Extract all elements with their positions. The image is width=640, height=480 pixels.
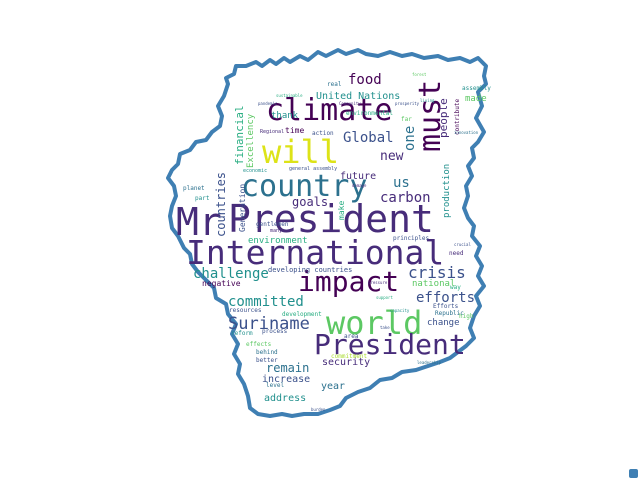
word: better bbox=[256, 357, 278, 364]
word: part bbox=[195, 195, 210, 202]
word: real bbox=[327, 81, 342, 88]
word: change bbox=[427, 318, 460, 328]
word: Republic bbox=[435, 310, 464, 317]
word: efforts bbox=[416, 290, 476, 306]
word: behind bbox=[256, 349, 278, 356]
word: goals bbox=[292, 195, 329, 209]
word: Generation bbox=[238, 183, 247, 232]
word: developing countries bbox=[268, 266, 353, 274]
word: forest bbox=[412, 72, 427, 77]
word: financial bbox=[233, 105, 246, 165]
word: area bbox=[344, 333, 359, 340]
word: world bbox=[326, 304, 423, 342]
word: way bbox=[450, 284, 461, 291]
word: national bbox=[412, 279, 456, 289]
word: committed bbox=[228, 294, 304, 310]
word: process bbox=[262, 328, 288, 335]
word: action bbox=[312, 130, 334, 137]
word: food bbox=[348, 72, 382, 88]
corner-marker bbox=[629, 469, 638, 478]
word: increase bbox=[262, 374, 311, 385]
word: far bbox=[401, 116, 412, 123]
word: President bbox=[314, 328, 466, 361]
word: need bbox=[449, 250, 464, 257]
word: economic bbox=[243, 168, 268, 174]
word: Efforts bbox=[433, 303, 459, 310]
word: security bbox=[322, 357, 371, 368]
word: production bbox=[442, 163, 452, 218]
word: development bbox=[282, 311, 322, 318]
word: pressure bbox=[368, 280, 388, 285]
word: effects bbox=[246, 341, 272, 348]
word: year bbox=[321, 381, 346, 392]
word: impact bbox=[298, 265, 400, 298]
word: resources bbox=[229, 307, 262, 314]
word: support bbox=[376, 295, 393, 300]
word: take bbox=[380, 325, 390, 330]
word: future bbox=[340, 171, 377, 182]
word: International bbox=[186, 233, 445, 272]
word: many bbox=[270, 228, 283, 234]
word: level bbox=[266, 382, 285, 389]
word: Community bbox=[339, 101, 361, 106]
word: new bbox=[380, 149, 404, 164]
word: United Nations bbox=[316, 91, 401, 102]
word: burden bbox=[311, 407, 326, 412]
word: carbon bbox=[380, 190, 431, 206]
word: damage bbox=[352, 183, 367, 188]
word: principles bbox=[393, 235, 430, 242]
word: Regional bbox=[260, 129, 285, 135]
word: capacity bbox=[390, 308, 410, 313]
word: innovation bbox=[454, 130, 479, 135]
word: planet bbox=[183, 185, 205, 192]
word: country bbox=[241, 169, 368, 204]
word: time bbox=[285, 126, 305, 135]
word: reform bbox=[231, 330, 253, 337]
word: climate bbox=[266, 93, 393, 128]
word: address bbox=[264, 393, 307, 404]
word: environment bbox=[248, 236, 308, 246]
word: gentlemen bbox=[256, 221, 289, 228]
word: prosperity bbox=[395, 101, 420, 106]
word: Excellency bbox=[246, 113, 256, 168]
word: assembly bbox=[462, 85, 491, 92]
word: crucial bbox=[454, 242, 471, 247]
word: people bbox=[437, 98, 450, 138]
word: made bbox=[465, 94, 487, 104]
word: make bbox=[337, 200, 346, 220]
word: sustainable bbox=[276, 93, 303, 98]
word: high bbox=[459, 313, 474, 320]
word: general assembly bbox=[289, 166, 338, 172]
word: leadership bbox=[417, 360, 442, 365]
word: countries bbox=[214, 171, 228, 237]
word: will bbox=[262, 133, 340, 171]
word: living bbox=[420, 98, 435, 103]
word: challenge bbox=[193, 266, 269, 282]
word: President bbox=[228, 197, 434, 241]
word: crisis bbox=[408, 263, 466, 282]
word: Mr bbox=[176, 200, 222, 244]
word: environmental bbox=[346, 110, 393, 117]
word: remain bbox=[266, 361, 310, 375]
word: commitment bbox=[331, 353, 368, 360]
word: pandemic bbox=[258, 101, 278, 106]
word: thank bbox=[271, 111, 299, 121]
word: one bbox=[402, 125, 418, 151]
word: Global bbox=[343, 130, 394, 146]
word: Suriname bbox=[228, 314, 310, 334]
word: us bbox=[393, 175, 410, 191]
word: negative bbox=[202, 279, 241, 288]
